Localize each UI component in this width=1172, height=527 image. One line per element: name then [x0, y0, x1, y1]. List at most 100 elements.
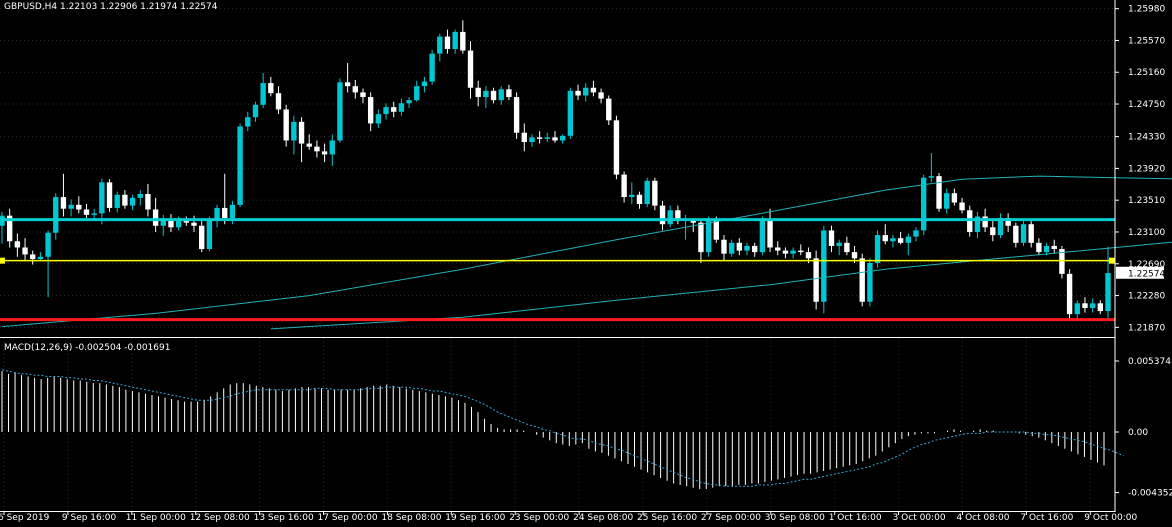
candle-body	[275, 93, 282, 110]
candle-body	[920, 177, 927, 231]
candle-body	[828, 230, 835, 246]
candle-body	[183, 221, 190, 223]
candle-body	[844, 242, 850, 253]
candle-body	[928, 176, 935, 178]
candle-body	[759, 219, 766, 253]
candle-body	[60, 197, 67, 209]
candle-body	[99, 182, 105, 214]
yellow-level-marker-left	[0, 257, 5, 264]
candle-body	[990, 227, 996, 236]
candle-body	[1028, 224, 1034, 243]
moving-average-slow	[270, 241, 1172, 330]
time-tick-label: 30 Sep 08:00	[765, 513, 825, 523]
candle-body	[890, 238, 896, 242]
candle-body	[790, 250, 796, 254]
price-tick-label: 1.21870	[1128, 323, 1165, 333]
candle-body	[705, 219, 712, 253]
candle-body	[6, 215, 13, 242]
macd-tick-label: 0.00	[1128, 428, 1148, 438]
candle-body	[367, 97, 374, 124]
candle-body	[690, 219, 696, 223]
time-tick-label: 12 Sep 08:00	[190, 513, 250, 523]
yellow-level-marker-right	[1109, 257, 1115, 264]
candle-body	[467, 50, 474, 88]
candle-body	[1051, 245, 1057, 250]
candle-body	[145, 193, 151, 210]
candle-body	[344, 82, 351, 87]
candle-body	[352, 86, 358, 93]
time-tick-label: 13 Sep 16:00	[254, 513, 314, 523]
time-tick-label: 9 Oct 00:00	[1084, 513, 1137, 523]
candle-body	[214, 207, 220, 220]
candle-body	[997, 218, 1004, 236]
candle-body	[936, 176, 942, 209]
grid	[0, 8, 1115, 511]
candle-body	[736, 242, 743, 251]
candle-body	[291, 121, 297, 141]
candle-body	[575, 90, 581, 96]
candle-body	[360, 92, 366, 98]
candle-body	[982, 216, 988, 228]
candle-body	[544, 137, 551, 139]
candle-body	[859, 258, 865, 302]
time-tick-label: 18 Sep 08:00	[381, 513, 441, 523]
symbol-header: GBPUSD,H4 1.22103 1.22906 1.21974 1.2257…	[4, 2, 218, 12]
candle-body	[122, 194, 128, 206]
candle-body	[306, 143, 312, 147]
candle-body	[636, 194, 643, 205]
candle-body	[805, 252, 812, 259]
candle-body	[444, 36, 451, 49]
candle-body	[160, 219, 166, 226]
candle-body	[1013, 225, 1019, 243]
price-tick-label: 1.24330	[1128, 133, 1165, 143]
candle-body	[152, 209, 159, 226]
candle-body	[245, 117, 251, 127]
candle-body	[14, 241, 21, 248]
candle-body	[606, 98, 612, 121]
candle-body	[398, 103, 405, 112]
candle-body	[337, 82, 343, 141]
candle-body	[237, 126, 243, 205]
candle-body	[867, 262, 873, 302]
macd-tick-label: 0.005374	[1128, 357, 1171, 367]
candle-body	[383, 107, 389, 115]
candle-body	[68, 204, 74, 209]
macd-header: MACD(12,26,9) -0.002504 -0.001691	[4, 343, 170, 353]
candle-body	[644, 180, 650, 205]
candle-body	[629, 194, 635, 198]
candle-body	[483, 90, 489, 98]
current-price-label: 1.22574	[1128, 269, 1165, 279]
candle-body	[552, 137, 558, 141]
candle-body	[559, 135, 566, 141]
candle-body	[836, 242, 842, 246]
candle-body	[1066, 273, 1073, 315]
time-tick-label: 19 Sep 16:00	[445, 513, 505, 523]
candle-body	[1020, 224, 1027, 243]
candle-body	[452, 31, 458, 49]
candle-body	[536, 137, 543, 139]
candle-body	[775, 247, 781, 251]
candle-body	[882, 235, 888, 242]
candle-body	[175, 221, 182, 228]
candle-body	[621, 174, 627, 198]
candle-body	[222, 207, 228, 219]
moving-average-fast	[1, 175, 1172, 328]
time-tick-label: 17 Sep 00:00	[318, 513, 378, 523]
candle-body	[752, 245, 758, 253]
time-tick-label: 3 Oct 00:00	[893, 513, 946, 523]
candle-body	[83, 209, 90, 215]
candle-body	[897, 238, 904, 243]
candle-body	[821, 230, 827, 302]
price-tick-label: 1.25570	[1128, 36, 1165, 46]
candle-body	[905, 236, 911, 243]
candle-body	[1089, 303, 1096, 308]
candle-body	[506, 89, 512, 98]
candle-body	[375, 114, 382, 124]
time-tick-label: 23 Sep 00:00	[509, 513, 569, 523]
candle-body	[652, 180, 658, 206]
candle-body	[944, 193, 950, 209]
candle-body	[782, 250, 789, 254]
candle-body	[168, 219, 174, 228]
candle-body	[1059, 249, 1065, 274]
